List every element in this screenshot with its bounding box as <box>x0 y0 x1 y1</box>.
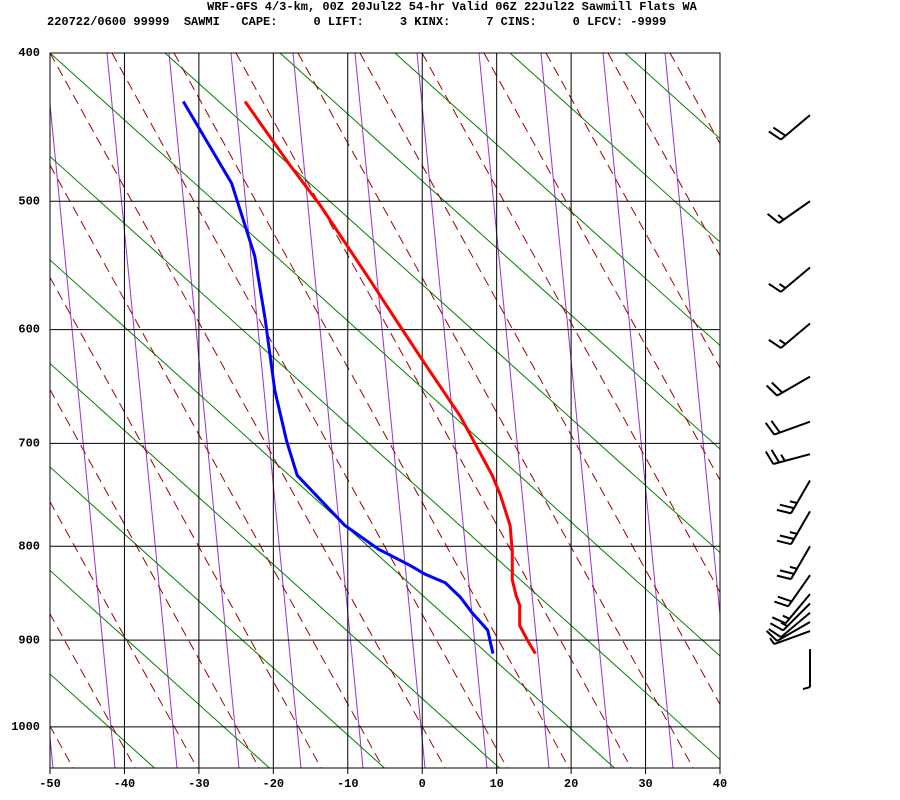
y-tick-label: 400 <box>18 46 40 60</box>
wind-barb <box>769 602 811 632</box>
x-tick-label: -50 <box>39 777 61 791</box>
profile-line <box>182 100 495 654</box>
x-tick-label: -10 <box>337 777 359 791</box>
dry-adiabat <box>279 53 720 450</box>
chart-subtitle: 220722/0600 99999 SAWMI CAPE: 0 LIFT: 3 … <box>47 15 666 29</box>
dry-adiabat <box>164 53 720 554</box>
wind-barb <box>764 449 811 465</box>
mixing-ratio-line <box>354 53 426 768</box>
mixing-ratio-line <box>602 53 674 768</box>
mixing-ratio-line <box>230 53 302 768</box>
moist-adiabat <box>359 53 720 706</box>
dry-adiabat <box>50 155 720 761</box>
moist-adiabat <box>50 53 446 768</box>
wind-barb <box>802 649 811 691</box>
moist-adiabat <box>50 500 198 768</box>
wind-barb <box>771 593 811 625</box>
moist-adiabat <box>545 53 720 369</box>
dry-adiabat <box>50 466 386 768</box>
moist-adiabat <box>297 53 694 768</box>
dry-adiabat <box>50 362 501 768</box>
y-tick-label: 1000 <box>11 720 40 734</box>
wind-barb <box>768 114 811 141</box>
wind-barb <box>768 322 811 349</box>
wind-barb <box>768 266 811 293</box>
moist-adiabat <box>50 612 136 768</box>
moist-adiabat <box>607 53 720 257</box>
x-tick-label: -40 <box>114 777 136 791</box>
mixing-ratio-line <box>50 98 116 768</box>
moist-adiabat <box>50 164 384 768</box>
mixing-ratio-line <box>106 53 178 768</box>
x-tick-label: 40 <box>713 777 727 791</box>
x-tick-label: 20 <box>564 777 578 791</box>
wind-barb <box>766 200 811 224</box>
y-tick-label: 500 <box>18 194 40 208</box>
moist-adiabat <box>483 53 720 482</box>
mixing-ratio-line <box>478 53 550 768</box>
mixing-ratio-line <box>168 53 240 768</box>
moist-adiabat <box>50 388 260 768</box>
y-tick-label: 800 <box>18 539 40 553</box>
wind-barb <box>768 612 811 639</box>
wind-barb <box>765 621 811 642</box>
y-tick-label: 700 <box>18 437 40 451</box>
moist-adiabat <box>421 53 720 594</box>
mixing-ratio-line <box>416 53 488 768</box>
moist-adiabat <box>111 53 508 768</box>
background-lines <box>50 53 720 768</box>
mixing-ratio-line <box>540 53 612 768</box>
moist-adiabat <box>235 53 632 768</box>
dry-adiabat <box>509 53 720 243</box>
moist-adiabat <box>173 53 570 768</box>
mixing-ratio-line <box>292 53 364 768</box>
x-tick-label: 10 <box>489 777 503 791</box>
profile-line <box>243 100 537 655</box>
wind-barb <box>776 480 811 515</box>
wind-barb <box>776 545 811 581</box>
x-tick-label: -20 <box>263 777 285 791</box>
dry-adiabat <box>50 53 720 657</box>
y-tick-label: 900 <box>18 633 40 647</box>
dry-adiabat <box>50 569 271 768</box>
x-tick-label: 0 <box>419 777 426 791</box>
mixing-ratio-line <box>664 53 720 620</box>
wind-barb <box>764 420 811 436</box>
y-tick-label: 600 <box>18 323 40 337</box>
moist-adiabat <box>50 276 322 768</box>
dry-adiabat <box>50 259 616 768</box>
dry-adiabat <box>394 53 720 347</box>
wind-barb <box>774 574 811 608</box>
x-tick-label: -30 <box>188 777 210 791</box>
wind-barb <box>776 510 811 546</box>
wind-barb <box>769 630 811 646</box>
chart-title: WRF-GFS 4/3-km, 00Z 20Jul22 54-hr Valid … <box>207 0 697 14</box>
wind-barb <box>765 375 811 397</box>
x-tick-label: 30 <box>638 777 652 791</box>
